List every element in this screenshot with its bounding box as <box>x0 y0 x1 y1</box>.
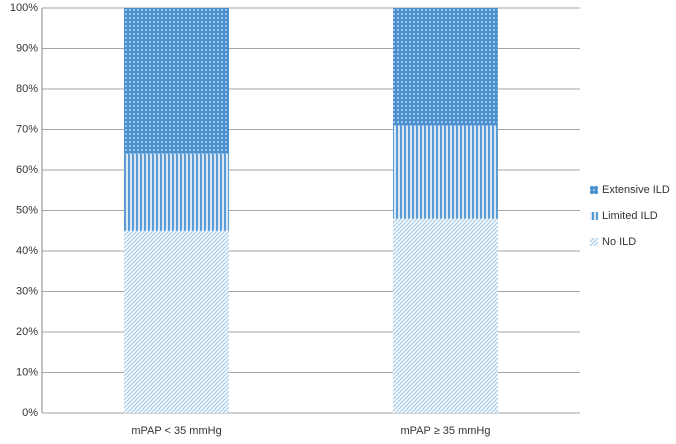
bar-segment <box>393 8 498 126</box>
y-tick-label: 100% <box>10 2 38 14</box>
y-tick-label: 90% <box>16 42 38 54</box>
x-tick-label: mPAP < 35 mmHg <box>131 425 221 437</box>
legend-swatch <box>590 212 598 220</box>
bar-segment <box>124 230 229 413</box>
bar-segment <box>124 8 229 154</box>
legend-label: Limited ILD <box>602 210 658 222</box>
x-tick-label: mPAP ≥ 35 mmHg <box>401 425 491 437</box>
y-tick-label: 10% <box>16 366 38 378</box>
y-tick-label: 80% <box>16 83 38 95</box>
y-tick-label: 0% <box>22 407 38 419</box>
legend-swatch <box>590 186 598 194</box>
legend-label: No ILD <box>602 236 636 248</box>
bar-segment <box>393 218 498 413</box>
y-tick-label: 50% <box>16 204 38 216</box>
bar-segment <box>393 125 498 219</box>
y-tick-label: 20% <box>16 326 38 338</box>
legend-swatch <box>590 238 598 246</box>
legend-label: Extensive ILD <box>602 184 670 196</box>
y-tick-label: 70% <box>16 123 38 135</box>
y-tick-label: 60% <box>16 164 38 176</box>
bar-segment <box>124 153 229 231</box>
y-tick-label: 30% <box>16 285 38 297</box>
y-tick-label: 40% <box>16 245 38 257</box>
